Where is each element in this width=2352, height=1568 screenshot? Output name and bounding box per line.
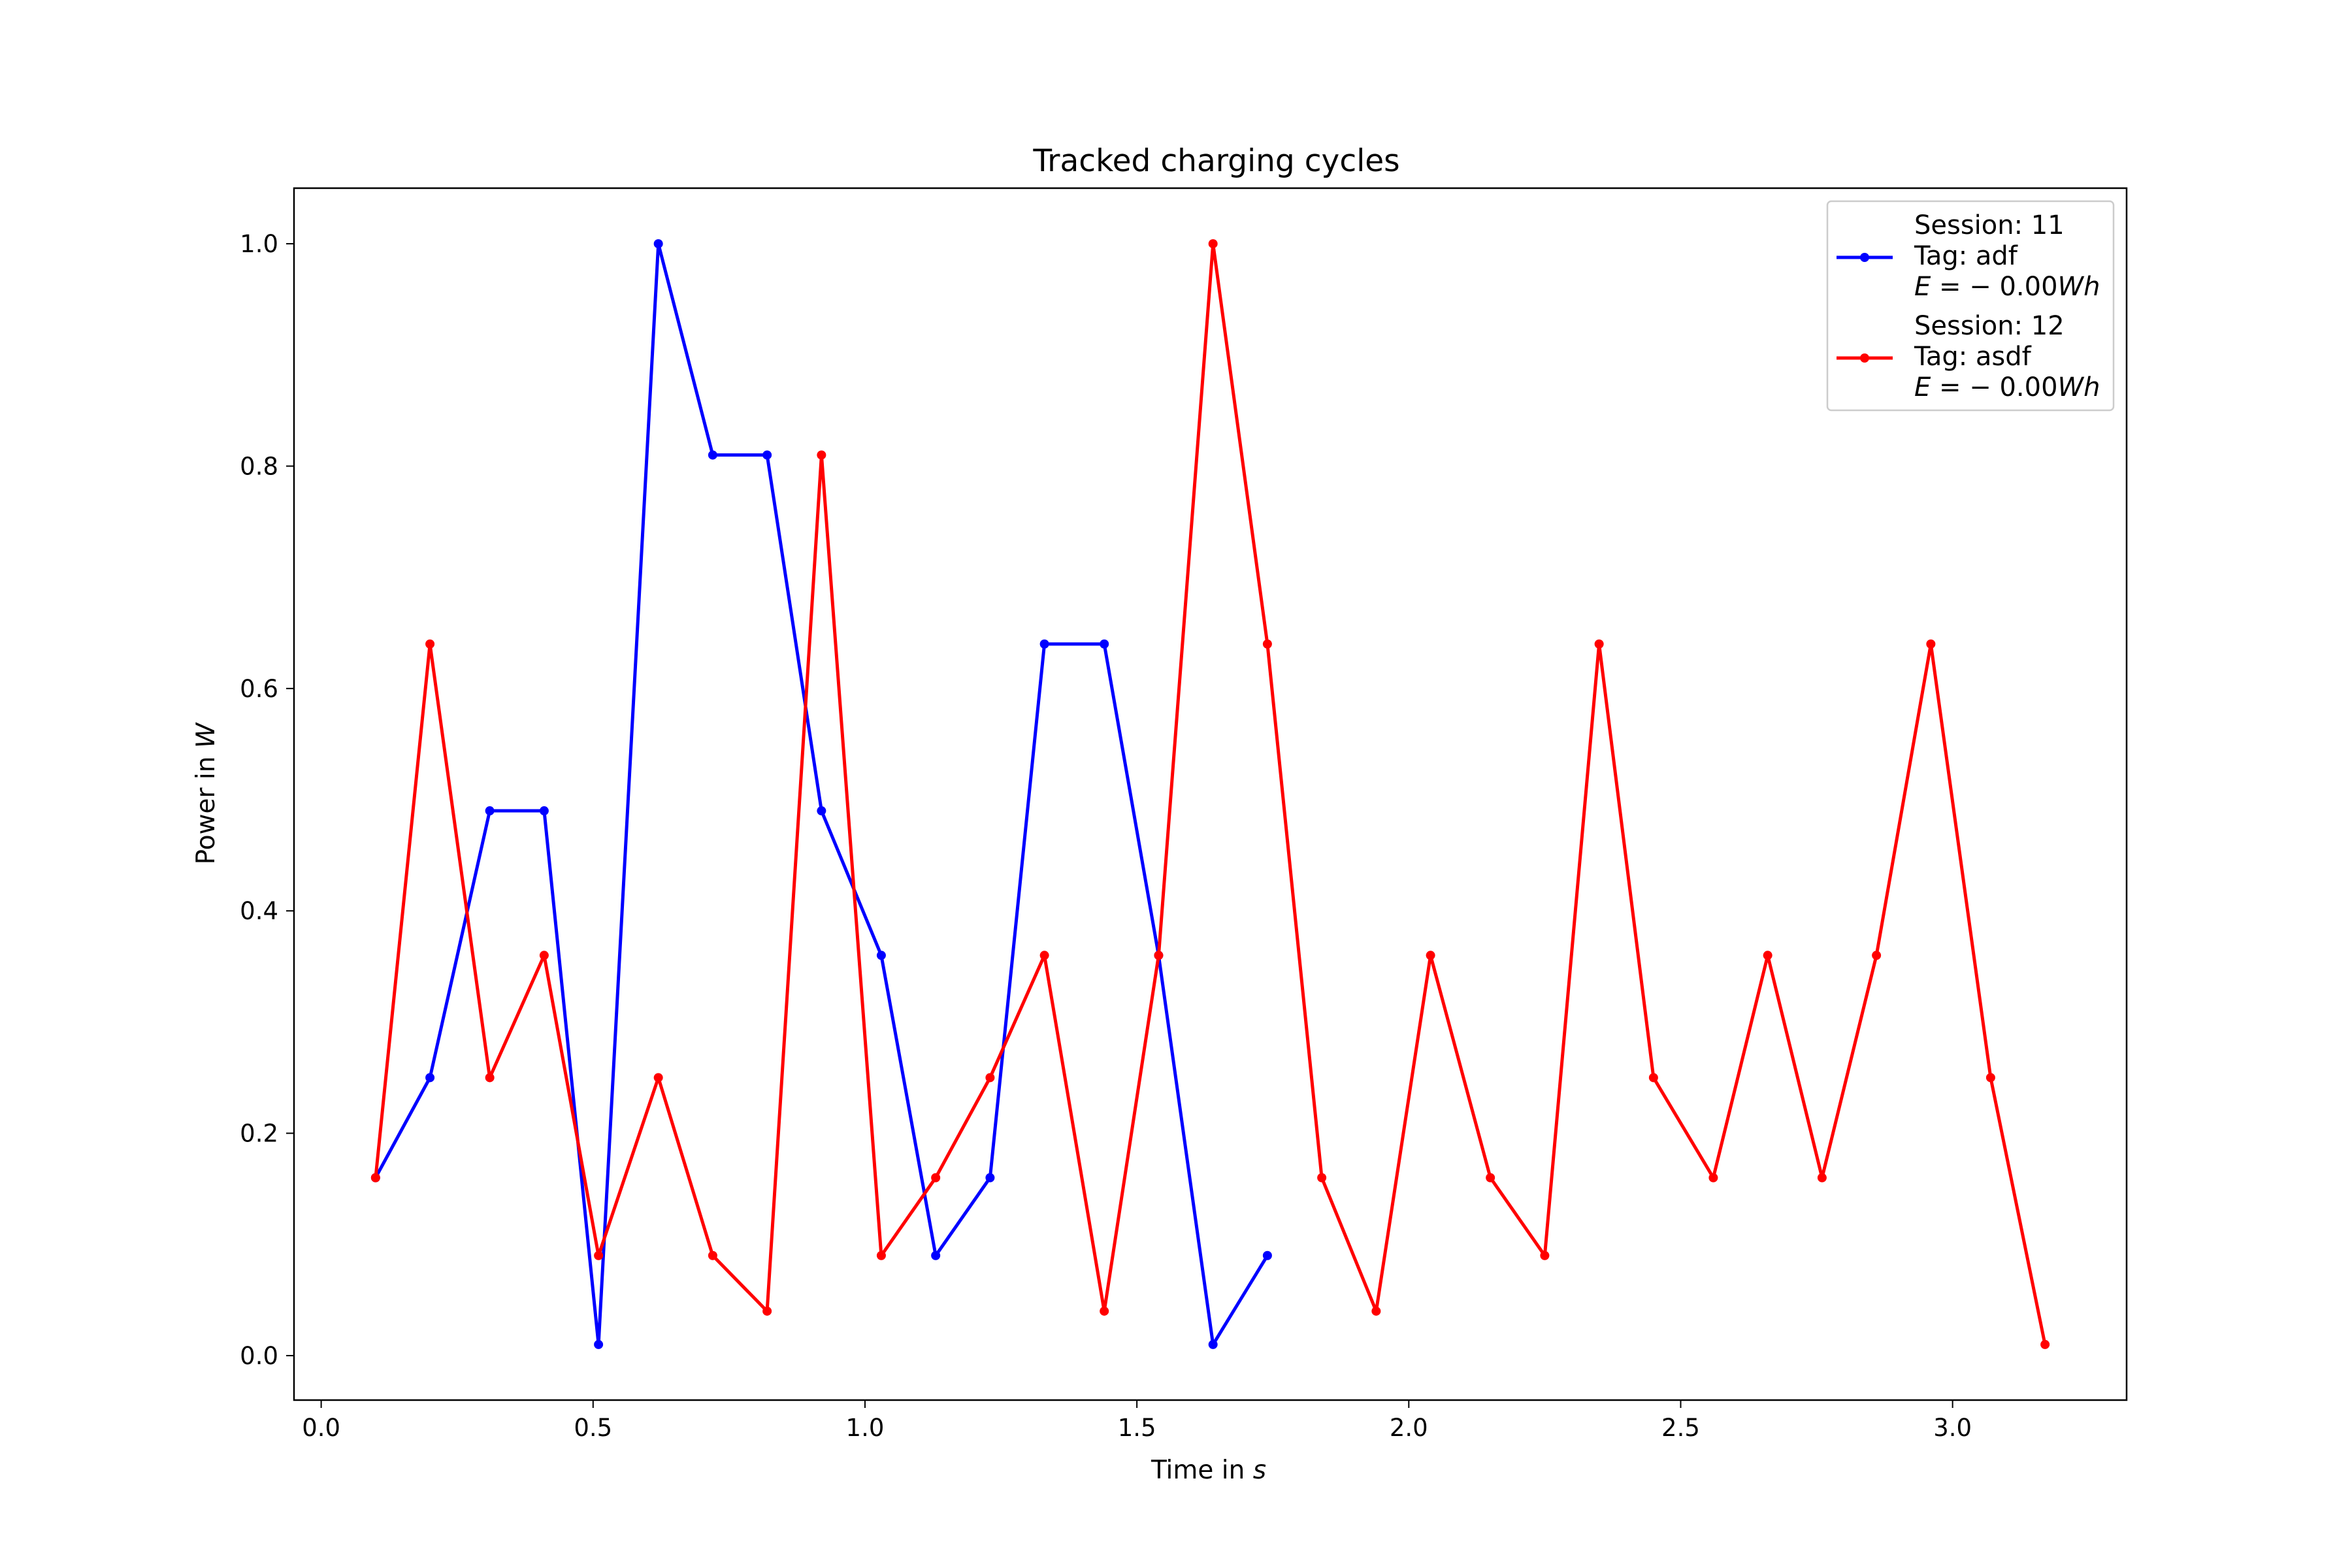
y-tick-label: 0.2	[240, 1120, 278, 1148]
data-point	[1708, 1173, 1718, 1183]
legend-entry-session-12: Session: 12 Tag: asdf E = − 0.00Wh	[1837, 311, 2100, 402]
plot-area-frame	[293, 187, 2128, 1401]
legend-energy-var: E	[1914, 372, 1931, 402]
data-point	[653, 1073, 663, 1083]
x-tick-label: 0.5	[574, 1414, 612, 1442]
data-point	[539, 806, 549, 816]
data-point	[1262, 639, 1272, 649]
data-point	[1648, 1073, 1658, 1083]
legend-entry-session-11: Session: 11 Tag: adf E = − 0.00Wh	[1837, 210, 2100, 302]
data-point	[817, 450, 826, 460]
data-point	[876, 951, 886, 960]
x-tick-label: 1.0	[846, 1414, 885, 1442]
legend-swatch-marker	[1860, 253, 1869, 262]
data-point	[817, 806, 826, 816]
data-point	[2040, 1339, 2050, 1349]
data-point	[653, 239, 663, 249]
legend-tag: Tag: adf	[1914, 241, 2018, 271]
y-tick-label: 1.0	[240, 230, 278, 258]
y-axis-label-text: Power in	[191, 748, 221, 864]
legend-label: Session: 12	[1914, 311, 2065, 341]
x-tick-label: 2.5	[1661, 1414, 1700, 1442]
data-point	[1817, 1173, 1827, 1183]
data-point	[425, 639, 435, 649]
data-point	[485, 806, 495, 816]
data-point	[1926, 639, 1936, 649]
data-point	[1100, 639, 1109, 649]
series-session-12	[370, 239, 2050, 1349]
data-point	[1154, 951, 1164, 960]
x-tick-label: 0.0	[302, 1414, 340, 1442]
data-point	[708, 450, 717, 460]
x-tick-label: 1.5	[1118, 1414, 1156, 1442]
data-point	[985, 1173, 995, 1183]
data-point	[1371, 1306, 1381, 1316]
data-point	[1100, 1306, 1109, 1316]
data-point	[762, 1306, 772, 1316]
y-axis: 0.0 0.2 0.4 0.6 0.8 1.0	[240, 230, 294, 1370]
data-point	[931, 1173, 941, 1183]
data-point	[1039, 951, 1049, 960]
chart-title: Tracked charging cycles	[1032, 143, 1399, 179]
x-tick-label: 2.0	[1390, 1414, 1428, 1442]
legend: Session: 11 Tag: adf E = − 0.00Wh Sessio…	[1826, 200, 2115, 412]
data-point	[708, 1250, 717, 1260]
series-layer	[370, 239, 2050, 1349]
data-point	[485, 1073, 495, 1083]
y-tick-label: 0.6	[240, 675, 278, 703]
x-axis-label-text: Time in	[1151, 1456, 1253, 1485]
data-point	[1486, 1173, 1495, 1183]
y-axis-label: Power in W	[191, 722, 221, 864]
data-point	[1262, 1250, 1272, 1260]
legend-energy-op: = − 0.00	[1931, 372, 2057, 402]
data-point	[1594, 639, 1604, 649]
legend-tag: Tag: asdf	[1914, 342, 2032, 372]
data-point	[1763, 951, 1772, 960]
x-axis-label-unit: s	[1253, 1456, 1266, 1485]
x-axis-label: Time in s	[1151, 1456, 1266, 1485]
data-point	[539, 951, 549, 960]
y-tick-label: 0.4	[240, 897, 278, 925]
data-point	[1208, 239, 1218, 249]
y-axis-label-unit: W	[191, 722, 221, 748]
data-point	[931, 1250, 941, 1260]
x-axis: 0.0 0.5 1.0 1.5 2.0 2.5 3.0	[302, 1400, 1972, 1442]
legend-box	[1826, 200, 2115, 412]
y-tick-label: 0.8	[240, 452, 278, 480]
data-point	[594, 1339, 604, 1349]
legend-label: Session: 11	[1914, 210, 2065, 240]
series-session-11	[370, 239, 1272, 1349]
legend-swatch-marker	[1860, 353, 1869, 363]
data-point	[1039, 639, 1049, 649]
legend-energy-unit: Wh	[2058, 372, 2100, 402]
data-point	[762, 450, 772, 460]
data-point	[1426, 951, 1435, 960]
data-point	[1317, 1173, 1327, 1183]
legend-energy: E = − 0.00Wh	[1914, 272, 2100, 302]
data-point	[370, 1173, 380, 1183]
y-tick-label: 0.0	[240, 1342, 278, 1370]
legend-energy-op: = − 0.00	[1931, 272, 2057, 302]
legend-energy-unit: Wh	[2058, 272, 2100, 302]
data-point	[985, 1073, 995, 1083]
data-point	[1540, 1250, 1550, 1260]
data-point	[1872, 951, 1882, 960]
data-point	[594, 1250, 604, 1260]
x-tick-label: 3.0	[1933, 1414, 1972, 1442]
data-point	[425, 1073, 435, 1083]
legend-energy-var: E	[1914, 272, 1931, 302]
data-point	[1208, 1339, 1218, 1349]
data-point	[1985, 1073, 1995, 1083]
data-point	[876, 1250, 886, 1260]
legend-energy: E = − 0.00Wh	[1914, 372, 2100, 402]
